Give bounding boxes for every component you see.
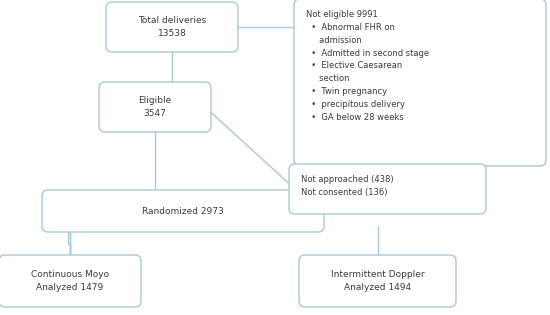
Text: Total deliveries
13538: Total deliveries 13538 bbox=[138, 16, 206, 38]
FancyBboxPatch shape bbox=[0, 255, 141, 307]
Text: Eligible
3547: Eligible 3547 bbox=[139, 96, 172, 118]
Text: Continuous Moyo
Analyzed 1479: Continuous Moyo Analyzed 1479 bbox=[31, 270, 109, 292]
FancyBboxPatch shape bbox=[299, 255, 456, 307]
FancyBboxPatch shape bbox=[106, 2, 238, 52]
Text: Intermittent Doppler
Analyzed 1494: Intermittent Doppler Analyzed 1494 bbox=[331, 270, 424, 292]
Text: Not eligible 9991
  •  Abnormal FHR on
     admission
  •  Admitted in second st: Not eligible 9991 • Abnormal FHR on admi… bbox=[306, 10, 429, 122]
Text: Randomized 2973: Randomized 2973 bbox=[142, 207, 224, 215]
FancyBboxPatch shape bbox=[99, 82, 211, 132]
FancyBboxPatch shape bbox=[289, 164, 486, 214]
FancyBboxPatch shape bbox=[42, 190, 324, 232]
FancyBboxPatch shape bbox=[294, 0, 546, 166]
Text: Not approached (438)
Not consented (136): Not approached (438) Not consented (136) bbox=[301, 175, 394, 197]
